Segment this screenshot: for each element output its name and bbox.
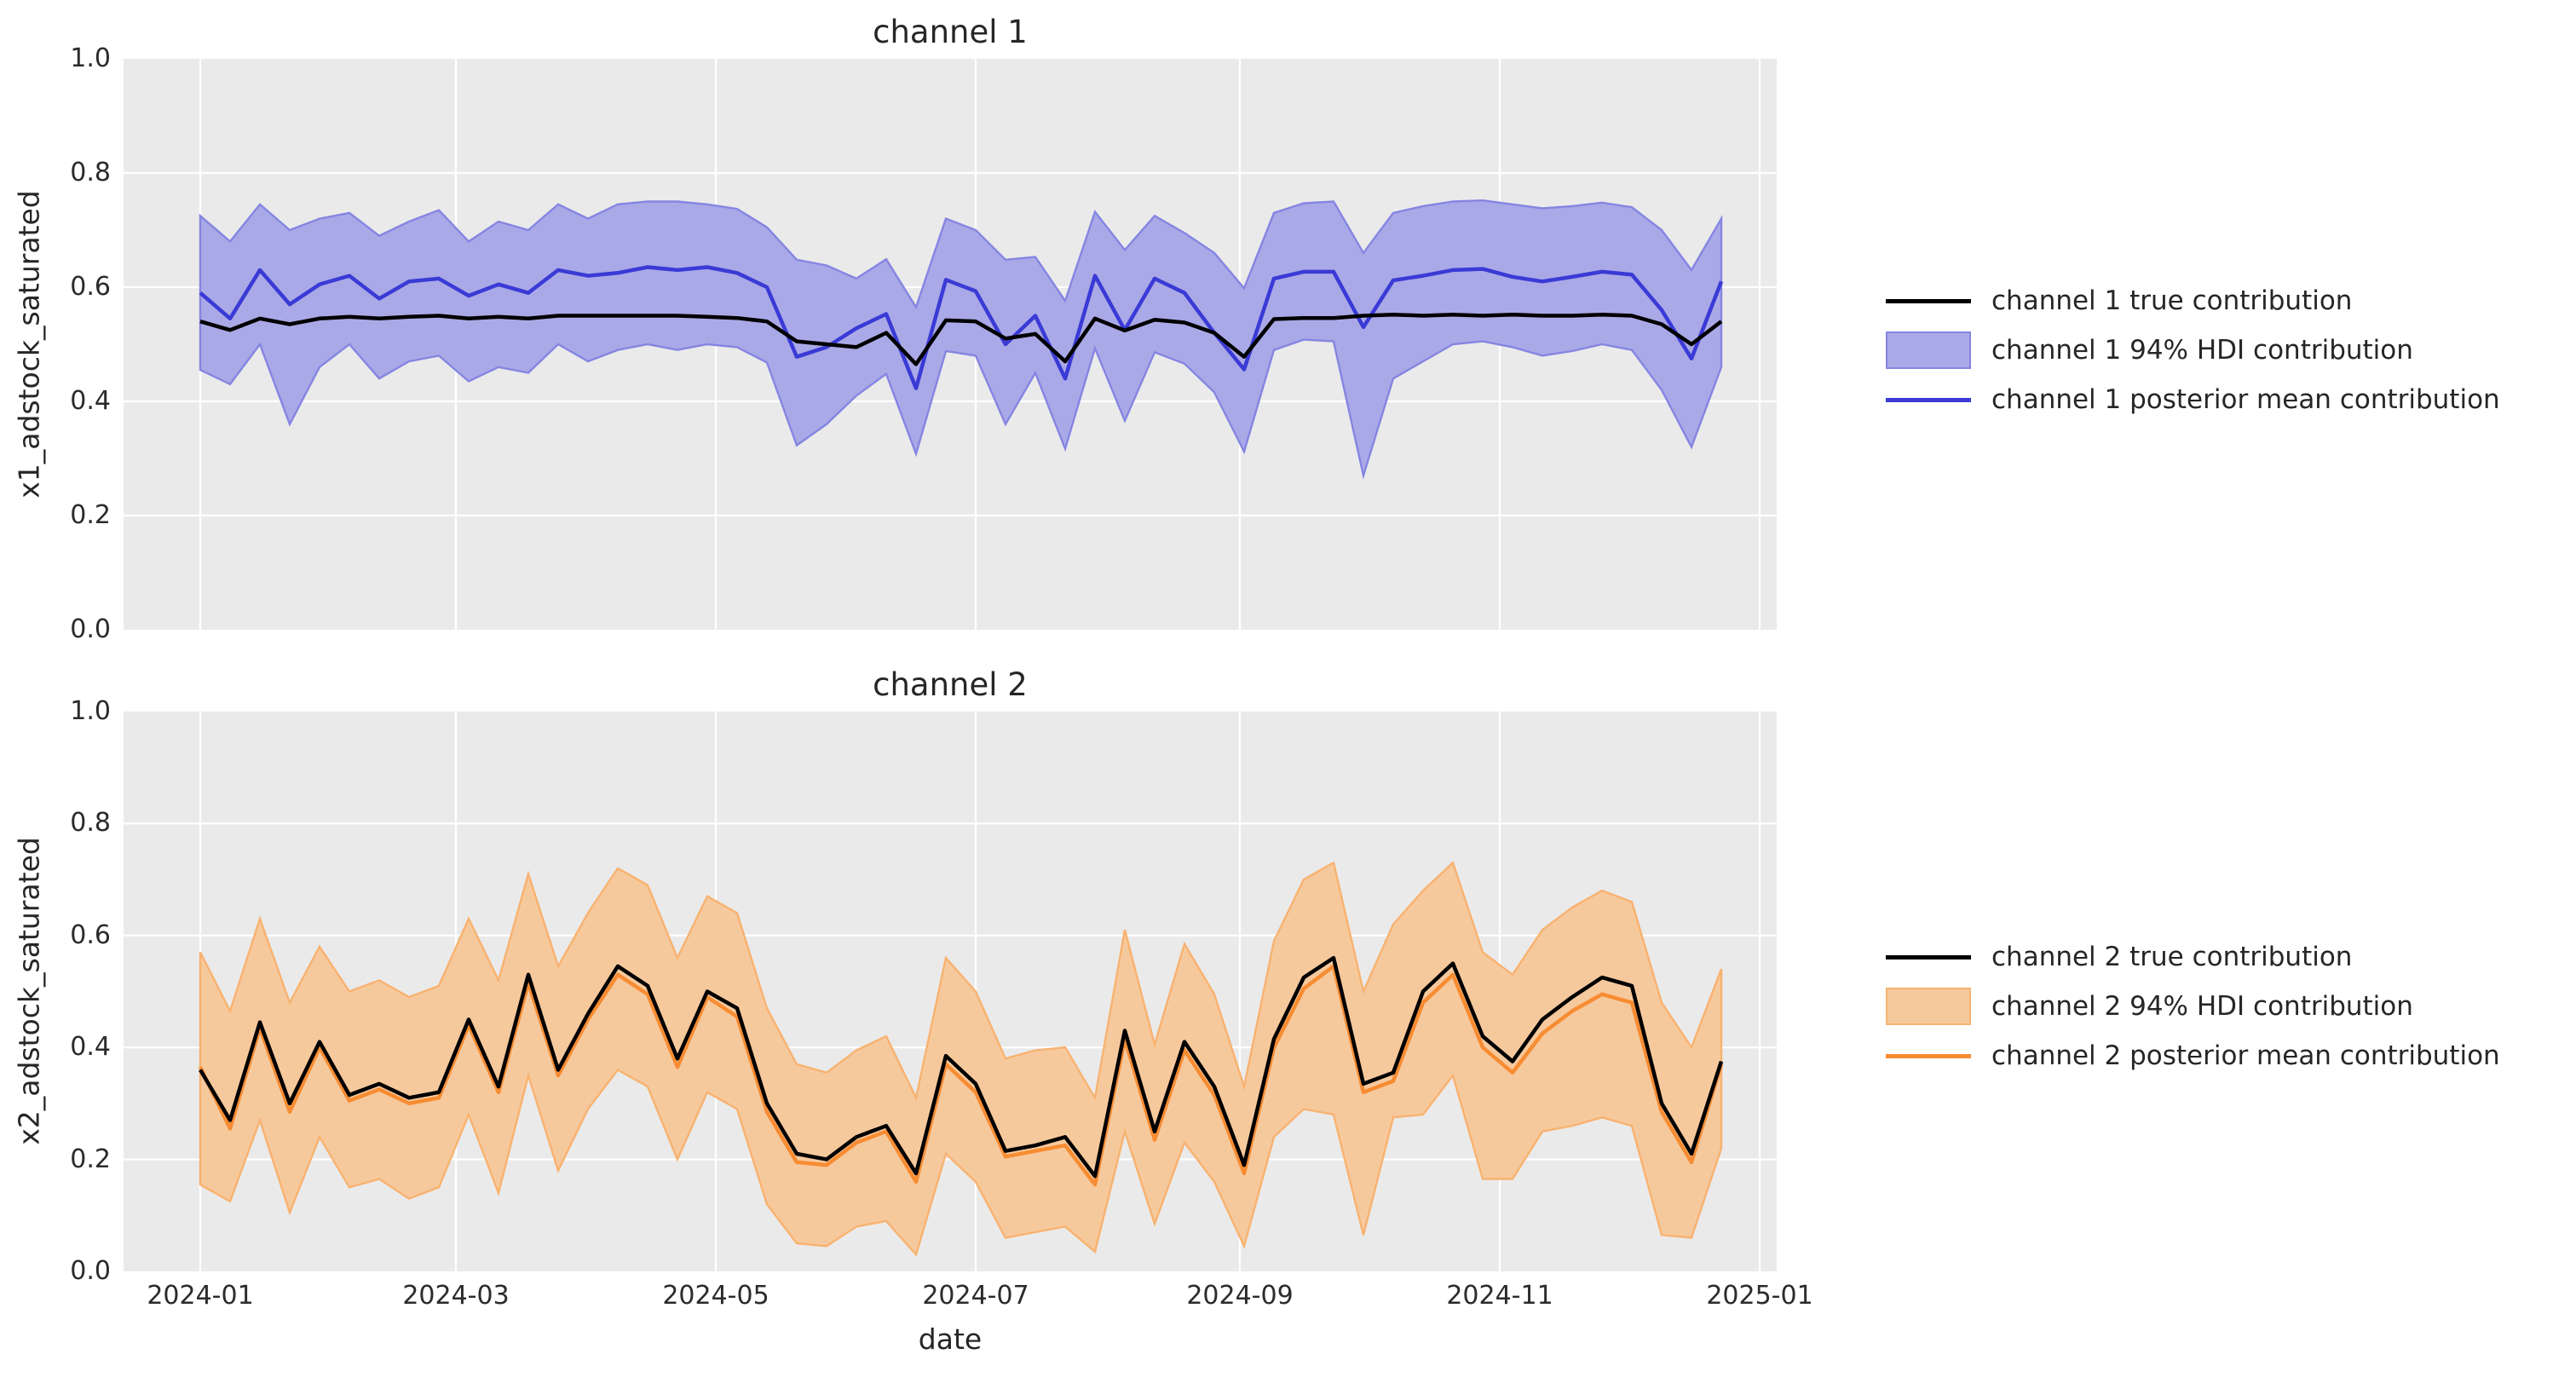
black-line-swatch [1886,298,1971,303]
legend-item-hdi-contribution: channel 1 94% HDI contribution [1886,326,2500,375]
y-tick-label: 0.6 [70,272,111,302]
chart-title-channel-1: channel 1 [873,14,1028,50]
y-tick-label: 0.2 [70,1144,111,1174]
x-axis-label: date [918,1322,983,1356]
legend-label: channel 2 94% HDI contribution [1991,991,2413,1022]
y-axis-label-channel-2: x2_adstock_saturated [12,837,46,1145]
y-tick-label: 0.4 [70,1032,111,1063]
y-tick-label: 0.0 [70,1256,111,1286]
x-tick-label: 2024-11 [1446,1281,1553,1311]
orange-line-swatch [1886,1053,1971,1058]
blue-patch-swatch [1886,331,1971,369]
legend-item-posterior-mean: channel 1 posterior mean contribution [1886,375,2500,424]
y-axis-label-channel-1: x1_adstock_saturated [12,190,46,498]
black-line-swatch [1886,954,1971,959]
hdi-band [199,861,1723,1257]
channel-2-plot-area [124,712,1777,1271]
x-tick-label: 2024-03 [402,1281,510,1311]
legend-channel-2: channel 2 true contribution channel 2 94… [1886,932,2500,1080]
legend-item-posterior-mean: channel 2 posterior mean contribution [1886,1031,2500,1080]
y-tick-label: 0.4 [70,386,111,416]
x-tick-label: 2024-07 [922,1281,1029,1311]
posterior-mean-line [198,964,1724,1187]
legend-label: channel 1 true contribution [1991,285,2353,316]
legend-item-true-contribution: channel 2 true contribution [1886,932,2500,982]
x-tick-label: 2024-09 [1186,1281,1294,1311]
legend-label: channel 1 posterior mean contribution [1991,384,2500,415]
legend-label: channel 1 94% HDI contribution [1991,335,2413,366]
true-contribution-line [199,312,1723,366]
legend-label: channel 2 posterior mean contribution [1991,1040,2500,1071]
y-tick-label: 0.8 [70,158,111,187]
channel-1-plot-area [124,59,1777,630]
x-tick-label: 2024-01 [147,1281,254,1311]
x-tick-label: 2025-01 [1706,1281,1813,1311]
chart-title-channel-2: channel 2 [873,666,1028,703]
legend-item-true-contribution: channel 1 true contribution [1886,276,2500,326]
blue-line-swatch [1886,397,1971,402]
true-contribution-line [199,955,1724,1178]
y-tick-label: 1.0 [70,43,111,73]
channel-1-chart-canvas [124,59,1777,630]
x-tick-label: 2024-05 [662,1281,769,1311]
y-tick-label: 0.6 [70,919,111,950]
legend-item-hdi-contribution: channel 2 94% HDI contribution [1886,982,2500,1031]
y-tick-label: 0.2 [70,500,111,530]
channel-2-chart-canvas [124,712,1777,1271]
y-tick-label: 0.8 [70,808,111,838]
y-tick-label: 0.0 [70,614,111,644]
legend-channel-1: channel 1 true contribution channel 1 94… [1886,276,2500,424]
orange-patch-swatch [1886,988,1971,1025]
posterior-mean-line [199,265,1724,390]
y-tick-label: 1.0 [70,696,111,726]
legend-label: channel 2 true contribution [1991,942,2353,972]
hdi-band [199,199,1723,480]
